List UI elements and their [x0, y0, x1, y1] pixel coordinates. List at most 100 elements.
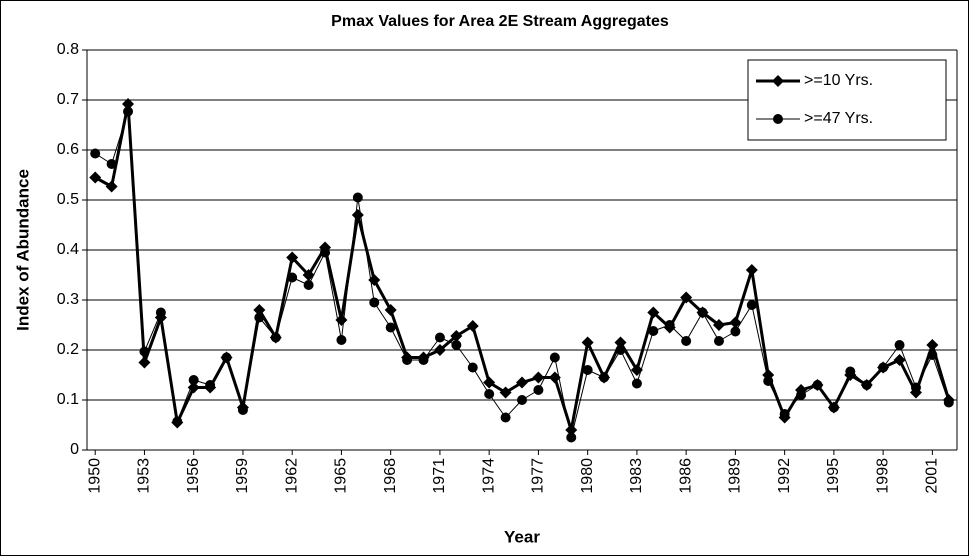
y-tick-label: 0	[70, 441, 79, 458]
x-tick-label: 1968	[382, 458, 399, 494]
data-point	[402, 355, 413, 365]
data-point	[385, 322, 396, 333]
y-tick-label: 0.2	[57, 341, 79, 358]
data-point	[188, 375, 199, 385]
y-axis-label: Index of Abundance	[13, 169, 32, 331]
data-point	[845, 366, 856, 377]
data-point	[336, 335, 347, 345]
x-tick-label: 1953	[136, 458, 153, 494]
data-point	[352, 192, 363, 203]
data-point	[237, 405, 248, 415]
legend-label: >=10 Yrs.	[804, 72, 873, 89]
legend-label: >=47 Yrs.	[804, 110, 873, 127]
data-point	[894, 340, 905, 350]
data-point	[516, 376, 528, 389]
data-point	[730, 326, 741, 337]
data-point	[631, 378, 642, 389]
data-point	[122, 98, 135, 110]
data-point	[927, 350, 938, 360]
data-point	[384, 304, 397, 316]
data-point	[697, 307, 708, 318]
data-point	[172, 416, 183, 427]
data-point	[253, 304, 266, 316]
x-tick-label: 1971	[431, 458, 448, 494]
x-tick-label: 1992	[776, 458, 793, 494]
x-tick-label: 1980	[579, 458, 596, 494]
data-point	[746, 300, 757, 310]
data-point	[433, 344, 446, 356]
data-point	[664, 320, 675, 330]
chart-title: Pmax Values for Area 2E Stream Aggregate…	[331, 13, 669, 30]
data-point	[647, 306, 660, 319]
data-point	[484, 389, 495, 399]
y-tick-label: 0.7	[57, 91, 79, 108]
data-point	[500, 412, 511, 423]
data-point	[926, 339, 939, 351]
x-tick-label: 1983	[628, 458, 645, 494]
data-point	[451, 340, 462, 350]
data-point	[123, 106, 134, 117]
y-tick-label: 0.8	[57, 41, 79, 58]
data-point	[533, 385, 544, 395]
data-point	[828, 402, 839, 413]
x-tick-label: 1977	[530, 458, 547, 494]
data-point	[89, 171, 102, 184]
data-point	[418, 355, 429, 365]
x-tick-label: 1962	[283, 458, 300, 494]
data-point	[943, 397, 954, 408]
data-point	[106, 159, 117, 169]
data-point	[549, 352, 560, 363]
data-point	[187, 381, 200, 394]
data-point	[434, 332, 445, 343]
x-tick-label: 1986	[677, 458, 694, 494]
data-point	[221, 352, 232, 363]
data-point	[680, 291, 693, 304]
data-point	[773, 114, 783, 124]
y-tick-label: 0.6	[57, 141, 79, 158]
data-point	[861, 380, 872, 390]
data-point	[286, 251, 299, 264]
x-tick-label: 2001	[924, 458, 941, 494]
data-point	[772, 75, 784, 87]
data-point	[483, 376, 496, 389]
y-tick-label: 0.3	[57, 291, 79, 308]
y-tick-label: 0.5	[57, 191, 79, 208]
data-point	[303, 280, 314, 290]
data-point	[139, 346, 150, 357]
x-tick-label: 1956	[185, 458, 202, 494]
data-point	[320, 247, 331, 258]
y-tick-label: 0.4	[57, 241, 79, 258]
data-point	[466, 320, 479, 332]
data-point	[205, 380, 216, 390]
data-point	[499, 386, 512, 399]
data-point	[893, 354, 906, 366]
x-tick-label: 1998	[874, 458, 891, 494]
x-tick-label: 1974	[480, 458, 497, 494]
data-point	[614, 336, 627, 349]
x-tick-label: 1995	[825, 458, 842, 494]
x-tick-label: 1950	[86, 458, 103, 494]
data-point	[615, 345, 626, 355]
x-tick-label: 1989	[727, 458, 744, 494]
data-point	[90, 148, 101, 159]
data-point	[566, 432, 577, 443]
data-point	[712, 319, 725, 331]
data-point	[796, 390, 807, 400]
data-point	[581, 336, 594, 349]
data-point	[270, 332, 281, 343]
data-point	[105, 180, 118, 193]
data-point	[729, 316, 742, 329]
data-point	[910, 382, 921, 393]
data-point	[369, 297, 380, 308]
data-point	[254, 312, 265, 323]
data-point	[582, 365, 593, 375]
data-point	[713, 336, 724, 346]
x-tick-label: 1965	[333, 458, 350, 494]
data-point	[681, 336, 692, 346]
data-point	[779, 409, 790, 419]
data-point	[155, 307, 166, 318]
data-point	[517, 395, 527, 405]
x-axis-label: Year	[504, 527, 540, 546]
